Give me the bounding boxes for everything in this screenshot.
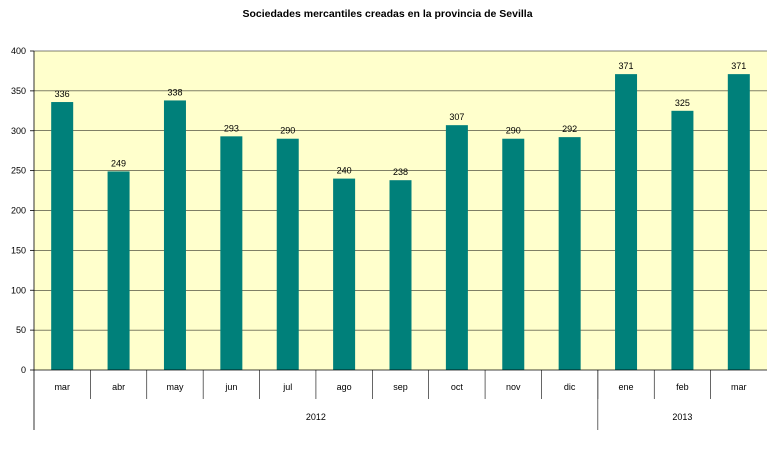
data-label: 249 [111, 158, 126, 168]
bar [727, 74, 750, 370]
bar [615, 74, 638, 370]
x-category-label: nov [506, 382, 521, 392]
bar [107, 171, 130, 370]
x-category-label: mar [731, 382, 747, 392]
bar [333, 178, 356, 370]
data-label: 338 [167, 87, 182, 97]
x-axis-year-groups: 2012 2013 [306, 370, 692, 430]
data-label: 293 [224, 123, 239, 133]
bars [51, 74, 750, 370]
bar [502, 138, 525, 370]
y-tick-label: 200 [11, 206, 26, 216]
x-axis-categories: mar abr may jun jul ago sep oct nov dic ene feb mar [54, 370, 747, 399]
x-category-label: sep [393, 382, 408, 392]
x-category-label: jun [224, 382, 237, 392]
y-axis-ticks: 0 50 100 150 200 250 300 350 400 [11, 46, 34, 375]
data-label: 240 [337, 166, 352, 176]
x-category-label: ene [619, 382, 634, 392]
x-category-label: oct [451, 382, 464, 392]
y-tick-label: 100 [11, 285, 26, 295]
bar [558, 137, 581, 370]
chart-title: Sociedades mercantiles creadas en la pro… [242, 8, 533, 20]
data-label: 371 [731, 61, 746, 71]
data-label: 371 [619, 61, 634, 71]
bar [51, 102, 74, 370]
bar [220, 136, 243, 370]
x-category-label: ago [337, 382, 352, 392]
data-label: 290 [506, 126, 521, 136]
y-tick-label: 400 [11, 46, 26, 56]
y-tick-label: 150 [11, 245, 26, 255]
bar [671, 110, 694, 370]
x-group-label: 2013 [672, 412, 692, 422]
data-label: 336 [55, 89, 70, 99]
x-category-label: feb [676, 382, 689, 392]
bar [276, 138, 299, 370]
x-category-label: may [166, 382, 184, 392]
y-tick-label: 350 [11, 86, 26, 96]
data-label: 325 [675, 98, 690, 108]
x-group-label: 2012 [306, 412, 326, 422]
x-category-label: dic [564, 382, 576, 392]
data-label: 307 [449, 112, 464, 122]
bar [163, 100, 186, 370]
y-tick-label: 250 [11, 166, 26, 176]
bar [389, 180, 412, 370]
x-category-label: abr [112, 382, 125, 392]
data-label: 292 [562, 124, 577, 134]
x-category-label: jul [282, 382, 292, 392]
y-tick-label: 0 [21, 365, 26, 375]
x-category-label: mar [54, 382, 70, 392]
y-tick-label: 50 [16, 325, 26, 335]
data-labels: 336 249 338 293 290 240 238 307 290 292 371 325 371 [55, 61, 747, 177]
y-tick-label: 300 [11, 126, 26, 136]
bar [445, 125, 468, 370]
data-label: 238 [393, 167, 408, 177]
data-label: 290 [280, 126, 295, 136]
axes [33, 51, 767, 430]
